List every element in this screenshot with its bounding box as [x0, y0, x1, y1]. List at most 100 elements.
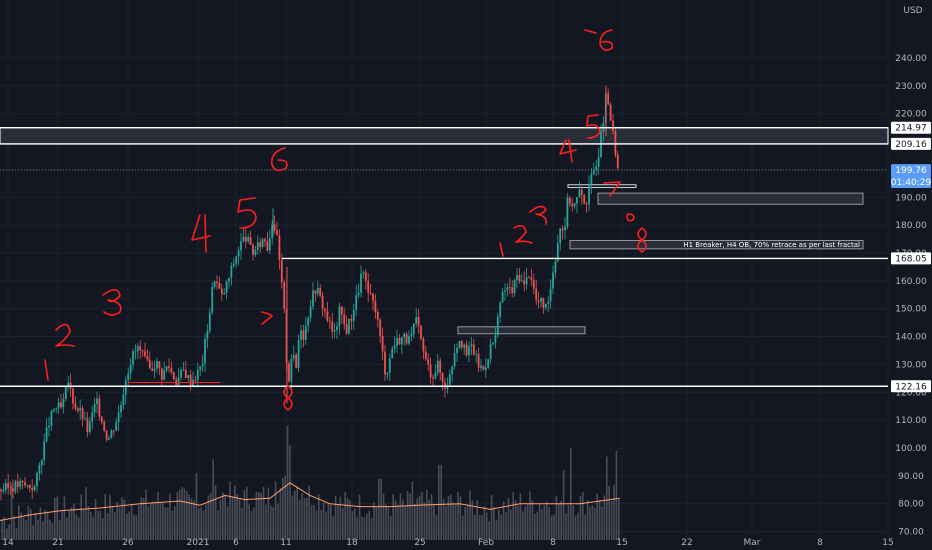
candle-body	[489, 344, 492, 360]
volume-bar	[75, 514, 78, 540]
volume-bar	[133, 514, 135, 540]
volume-bar	[262, 486, 265, 540]
candle-body	[576, 197, 578, 204]
volume-bar	[238, 497, 241, 540]
volume-bar	[594, 507, 596, 540]
volume-bar	[66, 517, 68, 540]
candle-body	[76, 408, 79, 411]
volume-bar	[138, 504, 140, 540]
candle-body	[326, 311, 329, 321]
candle-body	[434, 372, 437, 379]
hand-digit-1	[44, 359, 49, 381]
volume-bar	[483, 506, 486, 540]
volume-bar	[433, 504, 435, 540]
candle-body	[45, 427, 48, 442]
candle-body	[165, 366, 168, 371]
candle-body	[585, 203, 588, 205]
volume-bar	[56, 496, 58, 540]
volume-bar	[231, 496, 234, 540]
candle-body	[28, 484, 31, 489]
volume-bar	[392, 493, 394, 540]
candle-body	[583, 195, 586, 204]
zone-annotation: H1 Breaker, H4 OB, 70% retrace as per la…	[683, 241, 860, 249]
volume-bar	[49, 519, 51, 540]
candle-body	[338, 306, 341, 327]
candle-body	[480, 365, 482, 368]
candle-body	[439, 360, 442, 373]
volume-bar	[226, 506, 229, 540]
volume-bar	[507, 497, 510, 540]
candle-body	[38, 465, 41, 474]
candle-body	[93, 403, 96, 413]
candle-body	[81, 408, 84, 420]
volume-bar	[8, 524, 10, 540]
candle-body	[16, 481, 19, 487]
candle-body	[57, 402, 60, 408]
volume-bar	[90, 511, 92, 540]
volume-bar	[286, 425, 289, 540]
volume-bar	[70, 507, 73, 540]
volume-bar	[452, 502, 454, 540]
time-axis[interactable]: 14 21 26 2021 6 11 18 25 Feb 8 15 22 Mar 8 15	[2, 538, 893, 548]
volume-bar	[294, 490, 296, 540]
candle-body	[456, 347, 458, 354]
volume-bar	[478, 515, 481, 540]
candle-body	[98, 398, 101, 417]
volume-bar	[27, 506, 30, 540]
candle-body	[278, 235, 281, 260]
volume-bar	[490, 494, 493, 540]
volume-bar	[591, 504, 594, 540]
volume-bar	[618, 499, 620, 540]
candle-body	[223, 293, 226, 294]
candle-body	[242, 236, 245, 242]
volume-bar	[159, 502, 162, 540]
candle-body	[290, 358, 293, 382]
x-tick-label: 11	[280, 538, 291, 548]
volume-bar	[188, 494, 190, 540]
volume-bar	[236, 494, 238, 540]
candle-body	[542, 298, 545, 308]
volume-bar	[529, 491, 531, 540]
volume-bar	[176, 492, 178, 540]
candle-body	[360, 273, 362, 293]
candle-body	[580, 189, 583, 196]
volume-bar	[318, 494, 320, 540]
volume-bar	[598, 499, 601, 540]
volume-bar	[354, 508, 356, 540]
candle-body	[211, 287, 214, 313]
volume-bar	[277, 504, 279, 540]
hand-digit-3	[102, 288, 122, 316]
volume-bar	[589, 507, 591, 540]
volume-bar	[555, 495, 558, 540]
volume-bar	[349, 500, 351, 540]
volume-bar	[584, 514, 586, 540]
candle-body	[309, 306, 312, 318]
volume-bar	[411, 481, 414, 540]
volume-bar	[37, 519, 39, 540]
candle-body	[612, 120, 614, 131]
candle-body	[405, 333, 408, 344]
candle-body	[230, 265, 233, 278]
volume-bar	[126, 513, 128, 540]
hand-circle	[626, 213, 635, 222]
candle-body	[393, 345, 396, 349]
x-tick-label: 14	[2, 538, 14, 548]
volume-bars	[1, 425, 620, 540]
currency-label[interactable]: USD	[903, 6, 922, 16]
volume-bar	[219, 499, 222, 540]
candle-body	[484, 367, 487, 371]
candle-body	[60, 402, 62, 408]
x-tick-label: 2021	[187, 538, 210, 548]
volume-bar	[514, 500, 517, 540]
volume-bar	[224, 495, 226, 540]
volume-bar	[253, 507, 255, 540]
volume-bar	[402, 499, 404, 540]
candle-body	[355, 295, 358, 311]
volume-bar	[500, 514, 502, 540]
volume-bar	[488, 521, 490, 540]
volume-bar	[109, 494, 111, 540]
volume-bar	[217, 510, 219, 540]
volume-bar	[289, 445, 291, 540]
candle-body	[388, 358, 391, 373]
